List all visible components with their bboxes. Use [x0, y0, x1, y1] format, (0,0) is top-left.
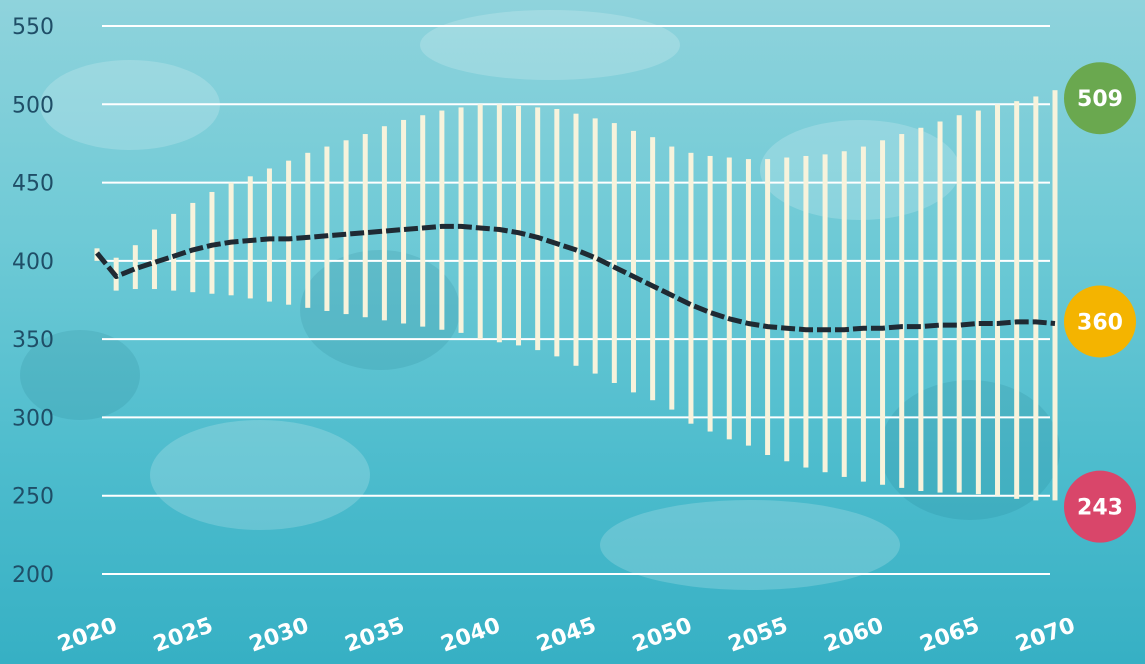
range-bar [784, 157, 790, 462]
range-bar [420, 115, 426, 327]
y-tick-label: 550 [12, 15, 54, 40]
x-tick-label: 2025 [150, 613, 216, 657]
y-tick-label: 450 [12, 172, 54, 197]
range-bar [228, 182, 234, 296]
range-bar [132, 245, 138, 290]
range-bar [401, 119, 407, 324]
range-bar [381, 126, 387, 321]
range-bar [286, 160, 292, 305]
range-bar [324, 146, 330, 311]
range-bar [1033, 96, 1039, 501]
range-bar [343, 140, 349, 315]
range-bar [650, 137, 656, 401]
range-bar [899, 134, 905, 488]
range-bar [956, 115, 962, 493]
x-axis-ticks: 2020 2025 2030 2035 2040 2045 2050 2055 2060 2065… [55, 613, 1079, 657]
range-bars [94, 90, 1058, 501]
range-bar [630, 130, 636, 393]
range-bar [305, 152, 311, 308]
range-bar [247, 176, 253, 299]
range-bar [266, 168, 272, 302]
y-tick-label: 250 [12, 485, 54, 510]
range-bar [439, 110, 445, 330]
y-tick-label: 400 [12, 250, 54, 275]
range-bar [765, 159, 771, 456]
x-tick-label: 2020 [55, 613, 121, 657]
value-badge [1064, 285, 1136, 358]
value-badge-label: 509 [1077, 87, 1123, 112]
x-tick-label: 2065 [917, 613, 983, 657]
y-tick-label: 500 [12, 93, 54, 118]
x-tick-label: 2055 [725, 613, 791, 657]
range-bar [822, 154, 828, 473]
range-bar [1014, 101, 1020, 499]
range-bar [592, 118, 598, 374]
range-bar [841, 151, 847, 477]
y-tick-label: 300 [12, 406, 54, 431]
range-bar [669, 146, 675, 410]
range-bar [1052, 90, 1058, 501]
range-bar [535, 107, 541, 351]
x-tick-label: 2050 [629, 613, 695, 657]
value-badge [1064, 470, 1136, 543]
x-tick-label: 2045 [534, 613, 600, 657]
range-bar [975, 110, 981, 495]
value-badge-label: 360 [1077, 310, 1123, 335]
range-bar [554, 108, 560, 357]
x-tick-label: 2060 [821, 613, 887, 657]
end-value-badges: 509 360 243 [1064, 62, 1136, 543]
range-bar [937, 121, 943, 493]
range-bar [362, 134, 368, 318]
range-bar [458, 107, 464, 333]
central-projection-line [95, 223, 1056, 333]
range-bar [516, 105, 522, 346]
range-bar [726, 157, 732, 440]
y-tick-label: 200 [12, 563, 54, 588]
range-bar [918, 127, 924, 492]
value-badge-label: 243 [1077, 496, 1123, 521]
range-bar [880, 140, 886, 485]
range-bar [860, 146, 866, 482]
range-bar [688, 152, 694, 424]
x-tick-label: 2070 [1013, 613, 1079, 657]
range-bar [611, 123, 617, 383]
range-bar [745, 159, 751, 446]
x-tick-label: 2030 [246, 613, 312, 657]
range-bar [707, 155, 713, 432]
x-tick-label: 2035 [342, 613, 408, 657]
x-tick-label: 2040 [438, 613, 504, 657]
range-bar [995, 104, 1001, 496]
range-bar [171, 213, 177, 291]
range-bar [477, 104, 483, 340]
range-bar [573, 113, 579, 366]
range-bar [496, 104, 502, 343]
value-badge [1064, 62, 1136, 135]
y-tick-label: 350 [12, 328, 54, 353]
range-bar [803, 155, 809, 468]
y-axis-ticks: 200 250 300 350 400 450 500 550 [12, 15, 54, 588]
range-bar [151, 229, 157, 290]
